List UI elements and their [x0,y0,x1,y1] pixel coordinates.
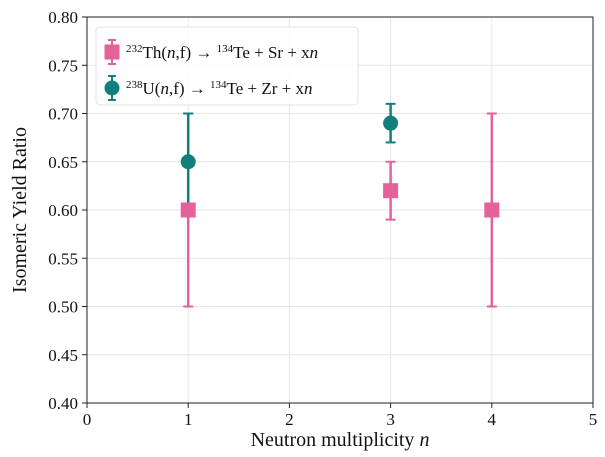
y-tick-label-7: 0.75 [48,56,78,75]
marker-s1-p1 [383,116,398,131]
x-axis-label-main: Neutron multiplicity [251,429,420,451]
y-tick-label-1: 0.45 [48,346,78,365]
marker-s0-p2 [484,203,499,218]
marker-s1-p0 [181,154,196,169]
x-axis-ticks: 0 1 2 3 4 5 [83,403,598,429]
y-axis-label: Isomeric Yield Ratio [9,127,31,293]
legend-th-mass: 232 [126,43,143,55]
legend-u-mid: ,f) → [169,79,210,98]
legend: 232Th(n,f) → 134Te + Sr + xn 238U(n,f) →… [96,27,358,105]
y-axis-ticks: 0.40 0.45 0.50 0.55 0.60 0.65 0.70 0.75 0.80 [48,8,87,413]
legend-u-mass2: 134 [210,79,227,91]
y-tick-label-0: 0.40 [48,394,78,413]
x-tick-label-4: 4 [488,410,497,429]
y-tick-label-4: 0.60 [48,201,78,220]
marker-s0-p0 [181,203,196,218]
legend-u-var2: n [304,79,313,98]
y-tick-label-3: 0.55 [48,249,78,268]
x-axis-label-var: n [419,429,429,451]
x-axis-label: Neutron multiplicity n [251,429,430,451]
data-markers [181,116,500,218]
x-tick-label-0: 0 [83,410,92,429]
legend-symbol-1 [105,81,120,96]
x-tick-label-2: 2 [285,410,294,429]
legend-u-mass: 238 [126,79,143,91]
legend-th-mass2: 134 [217,43,234,55]
x-tick-label-5: 5 [589,410,598,429]
legend-th-var1: n [167,43,176,62]
y-tick-label-8: 0.80 [48,8,78,27]
y-tick-label-6: 0.70 [48,105,78,124]
error-bars [183,104,497,307]
legend-th-elem: Th( [143,43,168,62]
legend-th-var2: n [310,43,319,62]
legend-u-var1: n [160,79,169,98]
x-tick-label-1: 1 [184,410,193,429]
legend-th-rest: Te + Sr + x [233,43,310,62]
legend-th-mid: ,f) → [176,43,217,62]
x-tick-label-3: 3 [386,410,395,429]
marker-s0-p1 [383,183,398,198]
legend-symbol-0 [105,45,120,60]
legend-u-rest: Te + Zr + x [227,79,305,98]
y-tick-label-5: 0.65 [48,153,78,172]
legend-u-elem: U( [143,79,161,98]
y-tick-label-2: 0.50 [48,298,78,317]
